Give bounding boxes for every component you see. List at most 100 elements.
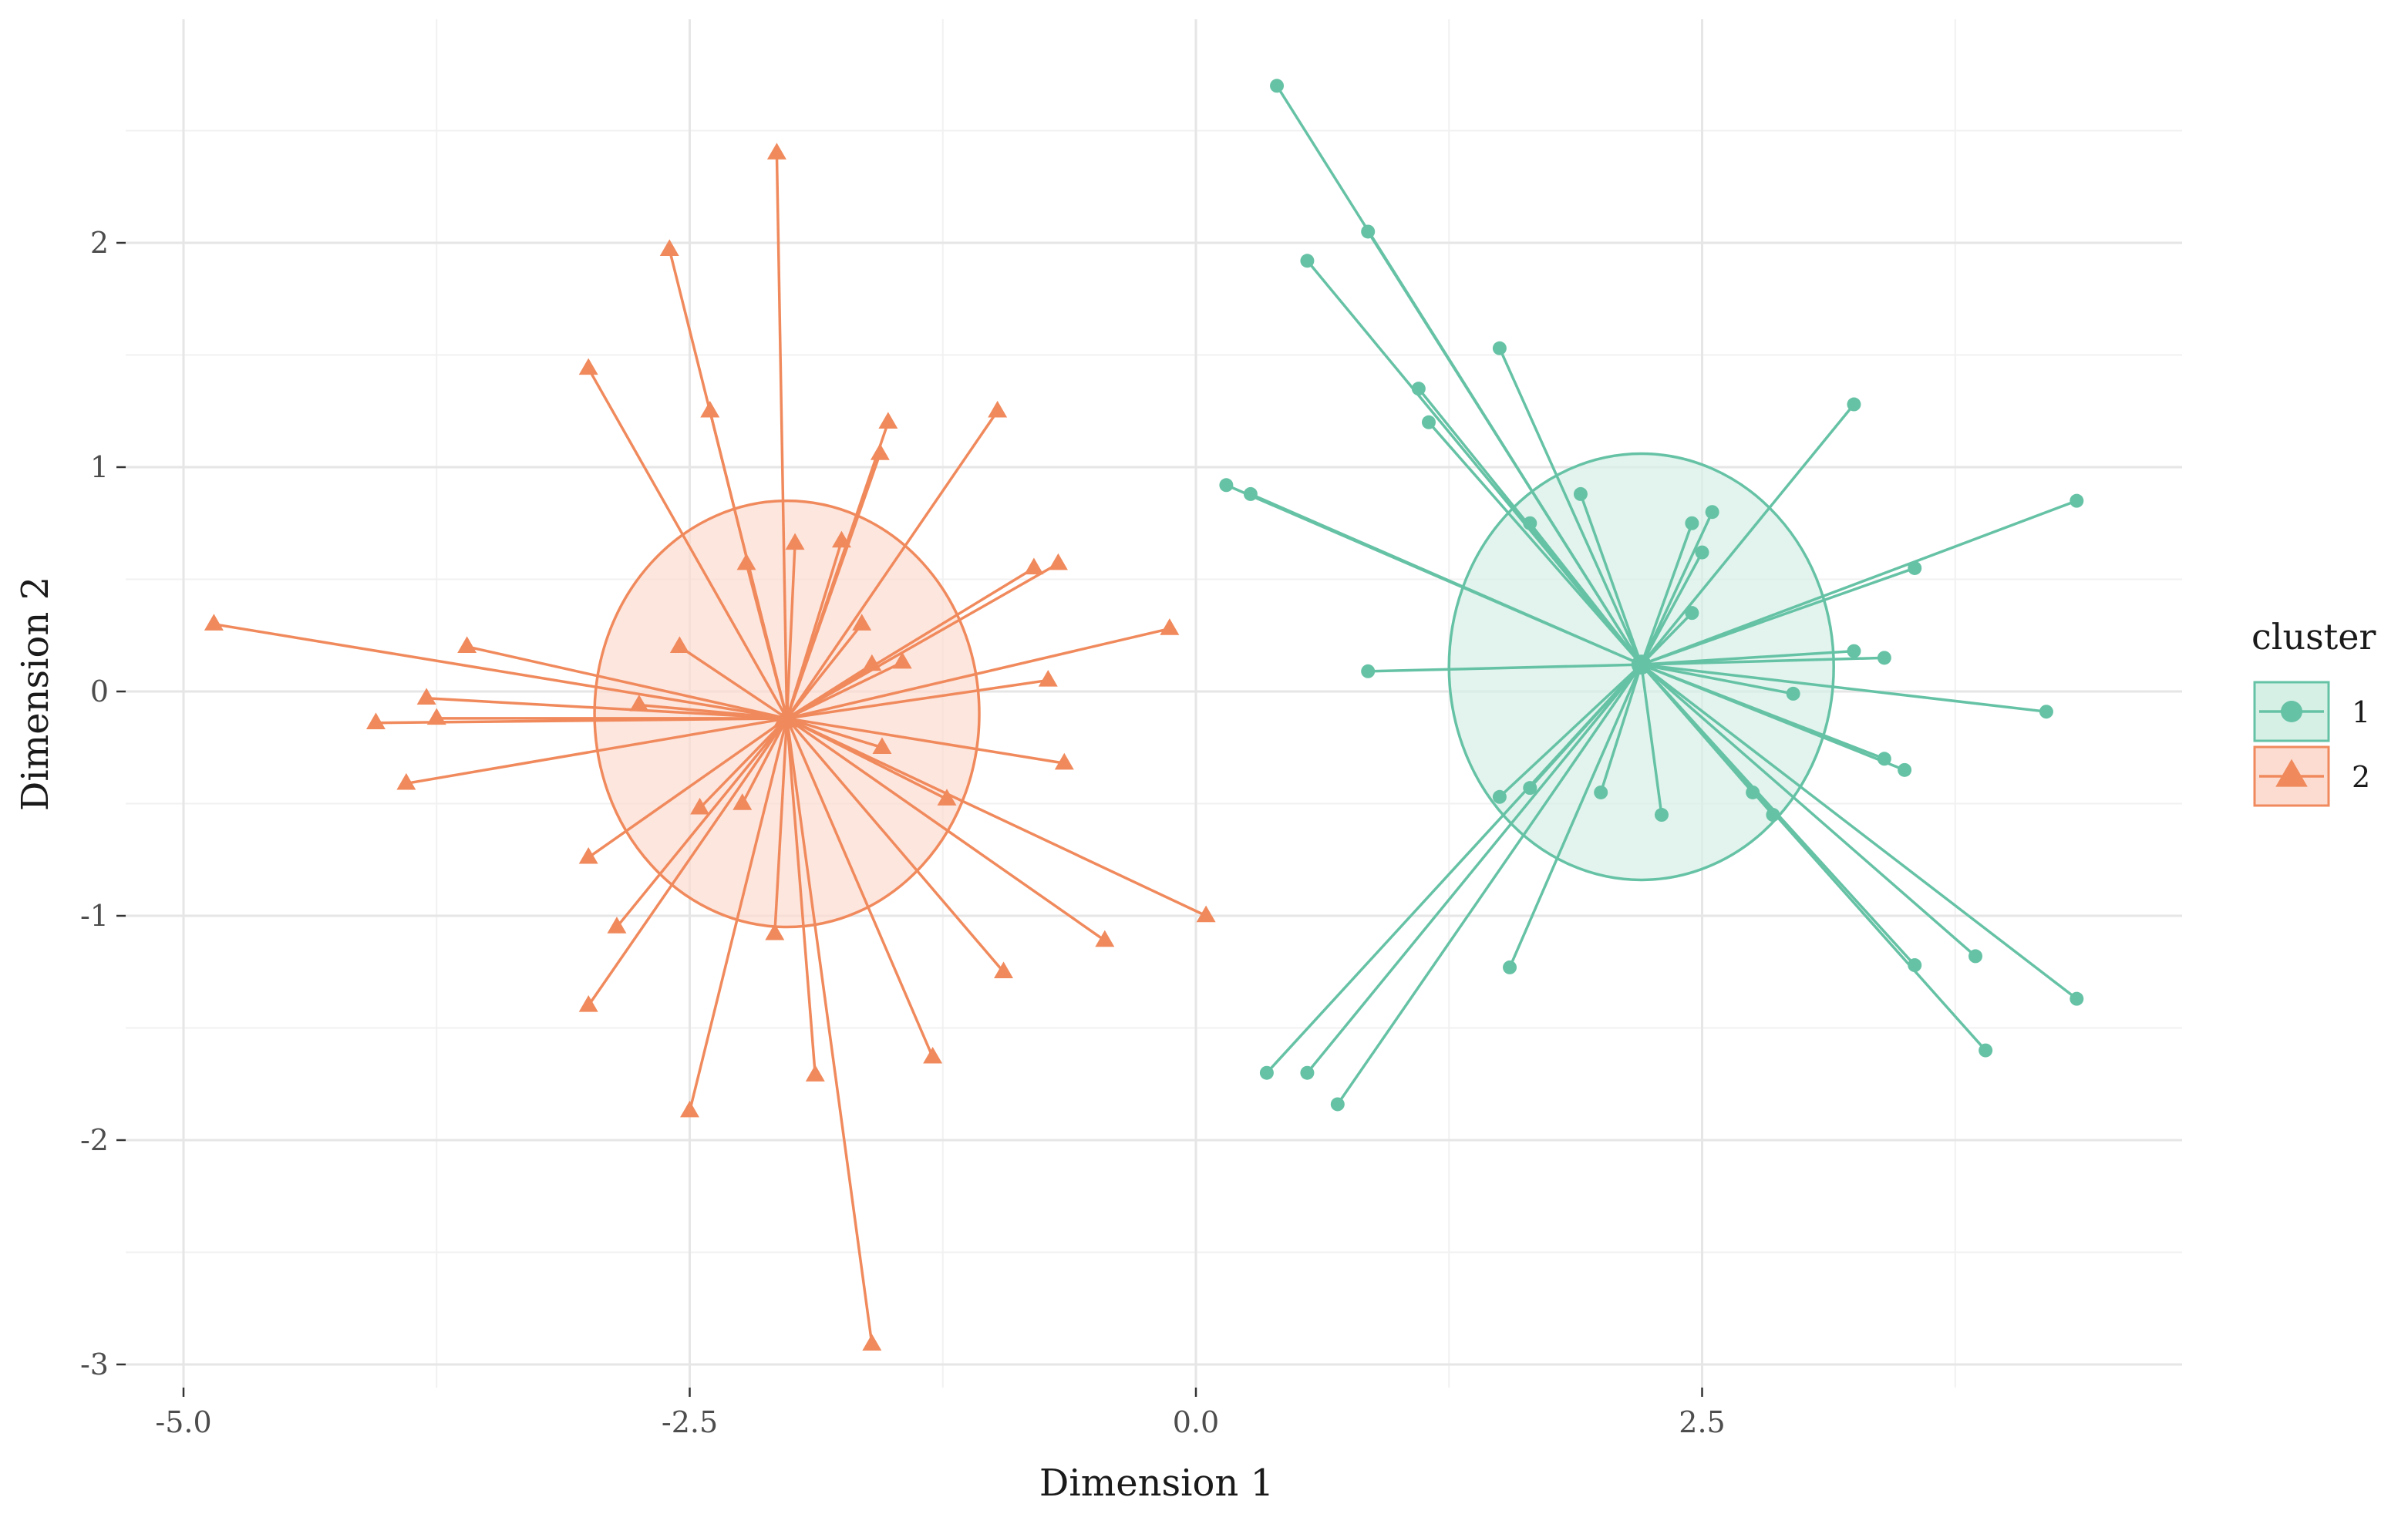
spoke-line: [775, 153, 789, 718]
data-point: [878, 412, 898, 429]
data-point: [1746, 785, 1760, 799]
data-point: [426, 708, 446, 725]
x-axis-title: Dimension 1: [1039, 1462, 1274, 1505]
data-point: [578, 358, 598, 375]
spoke-line: [786, 717, 1106, 942]
y-axis-title: Dimension 2: [14, 577, 57, 811]
data-point: [1300, 254, 1315, 268]
spoke-line: [1427, 421, 1643, 666]
data-point: [1847, 397, 1861, 412]
legend-label: 2: [2352, 760, 2370, 794]
data-point: [1054, 752, 1074, 770]
spoke-line: [1640, 523, 1694, 665]
spoke-line: [1641, 663, 1794, 695]
data-point: [1219, 478, 1234, 493]
data-point: [365, 712, 386, 729]
data-point: [1048, 553, 1068, 570]
data-point: [578, 846, 598, 864]
data-point: [2070, 991, 2084, 1006]
data-point: [831, 530, 851, 548]
spoke-line: [1368, 663, 1642, 673]
x-tick-label: 0.0: [1173, 1405, 1219, 1439]
data-point: [669, 636, 689, 654]
spoke-line: [1641, 500, 2077, 666]
data-point: [862, 1334, 882, 1351]
data-point: [1492, 341, 1507, 355]
y-tick-label: 1: [90, 450, 109, 484]
spoke-line: [785, 718, 874, 1345]
spoke-line: [1639, 664, 1663, 816]
spoke-line: [786, 717, 1207, 917]
legend-triangle-icon: [2275, 759, 2308, 787]
spoke-line: [1641, 663, 2047, 713]
data-point: [1979, 1043, 1993, 1058]
y-tick-label: 0: [90, 675, 109, 708]
data-point: [988, 400, 1008, 418]
data-point: [1523, 516, 1537, 530]
data-point: [766, 143, 786, 160]
spoke-line: [587, 717, 788, 1007]
data-point: [785, 533, 805, 550]
data-point: [1492, 789, 1507, 804]
spoke-line: [1508, 664, 1643, 968]
data-point: [1259, 1065, 1274, 1080]
spoke-line: [785, 718, 935, 1058]
y-tick-label: -3: [80, 1347, 109, 1381]
legend-circle-icon: [2281, 701, 2302, 722]
data-point: [1685, 516, 1699, 530]
x-tick-label: -2.5: [662, 1405, 718, 1439]
data-point: [396, 772, 416, 790]
spoke-line: [1640, 511, 1714, 665]
spoke-line: [1498, 348, 1643, 665]
spoke-line: [1250, 493, 1642, 666]
centroid-point: [773, 703, 801, 728]
spoke-line: [214, 622, 787, 720]
data-point: [1786, 686, 1800, 701]
data-point: [862, 654, 882, 671]
data-point: [1898, 762, 1912, 777]
centroid-point: [1631, 654, 1652, 675]
data-point: [1908, 560, 1922, 575]
spoke-line: [1640, 663, 1987, 1051]
data-point: [1300, 1065, 1315, 1080]
data-point: [923, 1046, 943, 1064]
spoke-line: [615, 717, 788, 928]
legend-key-2: 2: [2253, 745, 2370, 807]
data-point: [690, 797, 710, 815]
spoke-line: [786, 410, 999, 719]
y-tick-label: -2: [80, 1123, 109, 1157]
data-point: [1503, 960, 1517, 974]
spoke-line: [785, 718, 817, 1075]
spoke-line: [786, 627, 1170, 720]
spoke-line: [588, 717, 788, 859]
data-point: [1573, 486, 1588, 501]
data-point: [416, 688, 436, 705]
spoke-line: [426, 696, 787, 720]
spoke-line: [1640, 551, 1704, 665]
data-point: [870, 443, 890, 460]
data-point: [765, 923, 785, 940]
data-point: [733, 793, 753, 810]
spoke-line: [1641, 567, 1915, 666]
spoke-line: [786, 717, 883, 749]
spoke-line: [1306, 663, 1643, 1074]
data-point: [937, 789, 957, 806]
data-point: [1421, 415, 1436, 429]
data-point: [1523, 781, 1537, 796]
spoke-line: [1599, 664, 1643, 793]
legend: cluster 12: [2251, 616, 2376, 807]
spoke-line: [785, 543, 796, 719]
data-point: [1877, 752, 1891, 766]
y-tick-label: -1: [80, 899, 109, 933]
spoke-layer: [214, 85, 2078, 1345]
data-point: [1361, 664, 1376, 678]
data-point: [805, 1065, 825, 1082]
data-point: [1847, 644, 1861, 658]
spoke-line: [745, 563, 789, 719]
spoke-line: [773, 718, 789, 934]
data-point: [700, 400, 720, 418]
spoke-line: [1640, 663, 2078, 1001]
spoke-line: [679, 645, 788, 720]
data-point: [2070, 493, 2084, 508]
